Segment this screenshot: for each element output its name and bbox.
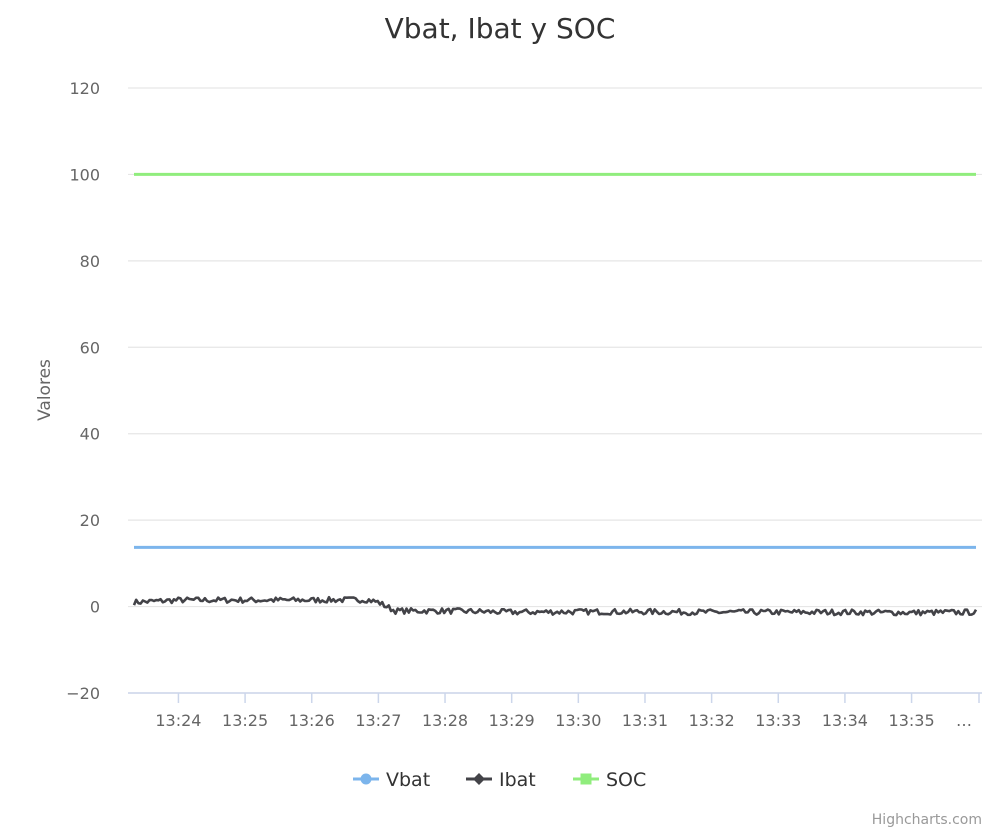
x-tick-label: 13:35: [889, 711, 935, 730]
y-tick-label: 40: [80, 425, 100, 444]
y-tick-label: −20: [66, 684, 100, 703]
legend-item-ibat[interactable]: Ibat: [466, 769, 536, 791]
y-tick-label: 100: [69, 165, 100, 184]
x-tick-label: 13:30: [555, 711, 601, 730]
y-tick-label: 80: [80, 252, 100, 271]
legend-item-vbat[interactable]: Vbat: [353, 769, 430, 791]
legend: Vbat Ibat SOC: [353, 769, 646, 791]
y-tick-label: 60: [80, 338, 100, 357]
x-tick-label: 13:26: [289, 711, 335, 730]
y-axis-label: Valores: [35, 359, 55, 421]
x-tick-label: 13:33: [755, 711, 801, 730]
x-tick-label: 13:24: [155, 711, 201, 730]
x-tick-label: 13:31: [622, 711, 668, 730]
legend-marker-diamond: [473, 773, 485, 785]
x-tick-label: 13:28: [422, 711, 468, 730]
series-group: [132, 172, 978, 617]
x-tick-label: 13:27: [355, 711, 401, 730]
chart-title: Vbat, Ibat y SOC: [385, 12, 616, 45]
legend-label: Vbat: [386, 769, 430, 791]
x-axis: 13:24 13:25 13:26 13:27 13:28 13:29 13:30 13:31…: [128, 692, 982, 730]
x-tick-label: 13:32: [689, 711, 735, 730]
x-tick-label: 13:34: [822, 711, 868, 730]
legend-marker-circle: [360, 773, 372, 785]
legend-marker-square: [580, 773, 592, 785]
y-tick-label: 120: [69, 79, 100, 98]
y-tick-label: 0: [90, 598, 100, 617]
x-tick-label: 13:29: [489, 711, 535, 730]
legend-item-soc[interactable]: SOC: [573, 769, 646, 791]
y-tick-label: 20: [80, 511, 100, 530]
legend-label: SOC: [606, 769, 646, 791]
series-line-ibat[interactable]: [132, 595, 978, 617]
credits-link[interactable]: Highcharts.com: [872, 812, 982, 828]
x-tick-label: …: [956, 711, 972, 730]
legend-label: Ibat: [499, 769, 536, 791]
y-axis-ticks: −20 0 20 40 60 80 100 120: [66, 79, 100, 703]
series-ibat: [132, 595, 978, 617]
x-tick-label: 13:25: [222, 711, 268, 730]
